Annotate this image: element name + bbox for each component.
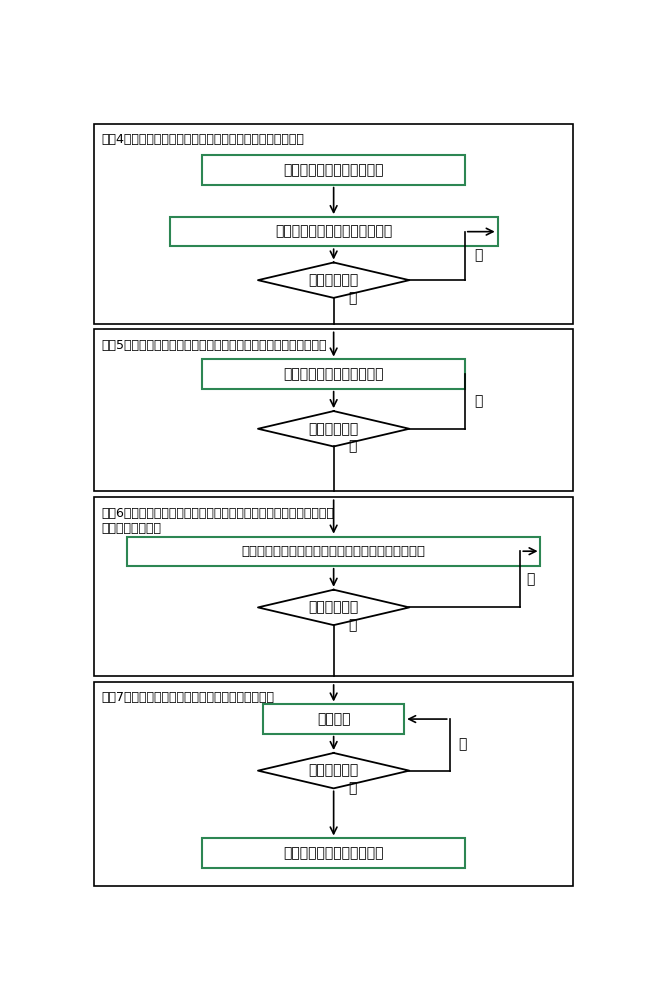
Text: 是: 是 [349, 291, 357, 305]
Text: 预拉、拉弯包覆贴模、补拉: 预拉、拉弯包覆贴模、补拉 [283, 367, 384, 381]
Text: 是: 是 [349, 439, 357, 453]
Text: 控温冷却: 控温冷却 [317, 712, 350, 726]
Text: 否: 否 [459, 737, 467, 751]
Text: 否: 否 [474, 249, 482, 263]
FancyBboxPatch shape [202, 155, 465, 185]
Polygon shape [258, 411, 409, 446]
Text: 达到预定位置: 达到预定位置 [309, 422, 359, 436]
FancyBboxPatch shape [202, 838, 465, 868]
Text: 夹钳夹持带筋钛合金直型材: 夹钳夹持带筋钛合金直型材 [283, 163, 384, 177]
FancyBboxPatch shape [94, 497, 574, 676]
FancyBboxPatch shape [202, 359, 465, 389]
Text: 步骤4、通过自阻加热将带筋钛合金直型材加热到预定温度。: 步骤4、通过自阻加热将带筋钛合金直型材加热到预定温度。 [102, 133, 305, 146]
Text: 步骤7、对带筋钛合金曲型材进行控温冷却、卸载。: 步骤7、对带筋钛合金曲型材进行控温冷却、卸载。 [102, 691, 275, 704]
Text: 是: 是 [349, 781, 357, 795]
FancyBboxPatch shape [94, 682, 574, 886]
Text: 通电自阻加热带筋钛合金直型材: 通电自阻加热带筋钛合金直型材 [275, 225, 393, 239]
FancyBboxPatch shape [170, 217, 497, 246]
Text: 否: 否 [527, 572, 534, 586]
FancyBboxPatch shape [94, 329, 574, 491]
Polygon shape [258, 262, 409, 298]
Polygon shape [258, 753, 409, 788]
FancyBboxPatch shape [263, 704, 404, 734]
Text: 夹钳保持夹持位置不变，贴模型材进行在线应力松弛: 夹钳保持夹持位置不变，贴模型材进行在线应力松弛 [242, 545, 426, 558]
Text: 步骤6、保持温度和贴模状态不变，对带筋钛合金曲型材进行一定时间
的在线应力松弛。: 步骤6、保持温度和贴模状态不变，对带筋钛合金曲型材进行一定时间 的在线应力松弛。 [102, 507, 335, 535]
Polygon shape [258, 590, 409, 625]
Text: 是: 是 [349, 618, 357, 632]
FancyBboxPatch shape [94, 124, 574, 324]
Text: 停止加热，卸载，工件空冷: 停止加热，卸载，工件空冷 [283, 846, 384, 860]
Text: 达到预定温度: 达到预定温度 [309, 764, 359, 778]
FancyBboxPatch shape [127, 537, 540, 566]
Text: 步骤5、对带筋钛合金直型材进行热拉弯，成形出所需的曲率外形。: 步骤5、对带筋钛合金直型材进行热拉弯，成形出所需的曲率外形。 [102, 339, 327, 352]
Text: 达到预定时间: 达到预定时间 [309, 600, 359, 614]
Text: 否: 否 [474, 394, 482, 408]
Text: 达到预定温度: 达到预定温度 [309, 273, 359, 287]
